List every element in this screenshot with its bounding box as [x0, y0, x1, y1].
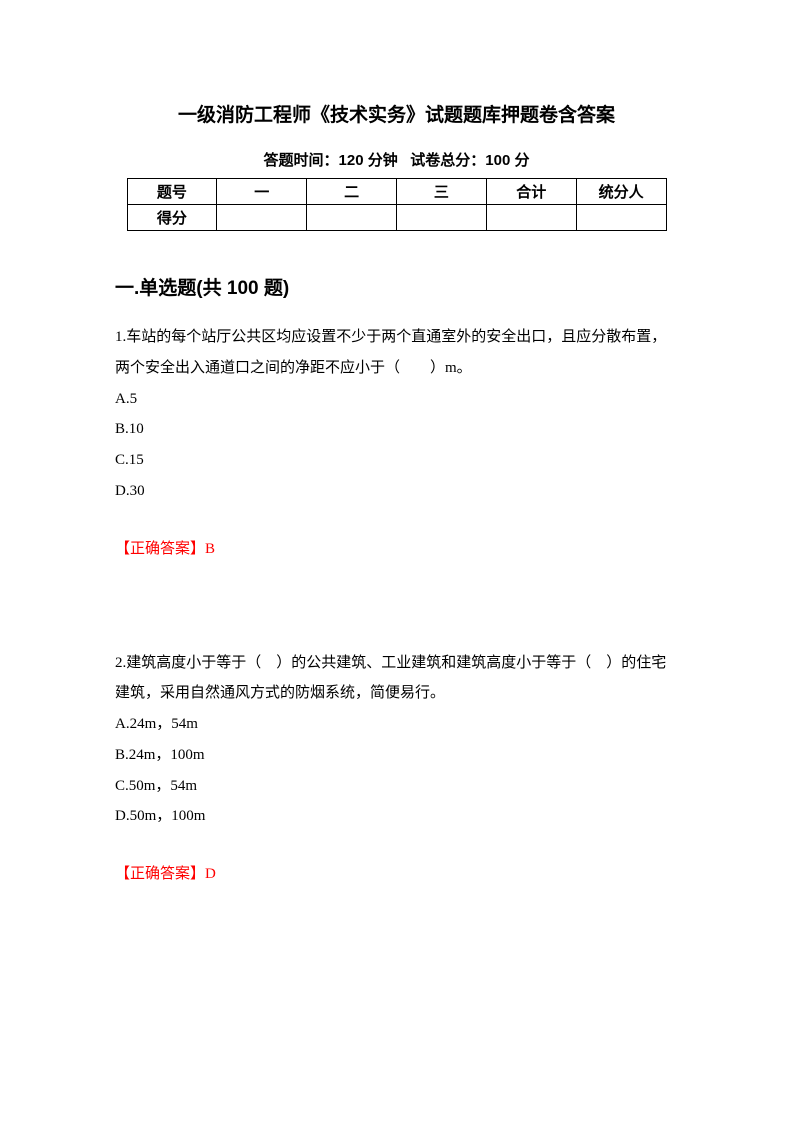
score-label: 试卷总分： [410, 152, 485, 169]
option-a: A.5 [115, 384, 678, 415]
table-score-col1 [217, 205, 307, 231]
section-title: 一.单选题(共 100 题) [115, 273, 678, 300]
exam-subtitle: 答题时间：120 分钟 试卷总分：100 分 [115, 149, 678, 170]
table-row: 题号 一 二 三 合计 统分人 [127, 179, 666, 205]
table-score-label: 得分 [127, 205, 217, 231]
option-d: D.30 [115, 476, 678, 507]
table-header-col4: 合计 [486, 179, 576, 205]
correct-answer: 【正确答案】B [115, 537, 678, 558]
question-text: 2.建筑高度小于等于（ ）的公共建筑、工业建筑和建筑高度小于等于（ ）的住宅建筑… [115, 648, 678, 710]
table-score-col5 [576, 205, 666, 231]
table-header-col3: 三 [396, 179, 486, 205]
option-d: D.50m，100m [115, 801, 678, 832]
table-row: 得分 [127, 205, 666, 231]
table-header-col5: 统分人 [576, 179, 666, 205]
time-label: 答题时间： [264, 152, 339, 169]
option-c: C.50m，54m [115, 771, 678, 802]
question-block-2: 2.建筑高度小于等于（ ）的公共建筑、工业建筑和建筑高度小于等于（ ）的住宅建筑… [115, 648, 678, 884]
score-table: 题号 一 二 三 合计 统分人 得分 [127, 178, 667, 231]
exam-title: 一级消防工程师《技术实务》试题题库押题卷含答案 [115, 100, 678, 127]
time-value: 120 分钟 [339, 152, 398, 169]
correct-answer: 【正确答案】D [115, 862, 678, 883]
table-score-col2 [307, 205, 397, 231]
table-header-col2: 二 [307, 179, 397, 205]
question-text: 1.车站的每个站厅公共区均应设置不少于两个直通室外的安全出口，且应分散布置，两个… [115, 322, 678, 384]
table-score-col3 [396, 205, 486, 231]
table-header-col1: 一 [217, 179, 307, 205]
score-value: 100 分 [485, 152, 529, 169]
table-header-label: 题号 [127, 179, 217, 205]
question-block-1: 1.车站的每个站厅公共区均应设置不少于两个直通室外的安全出口，且应分散布置，两个… [115, 322, 678, 558]
option-c: C.15 [115, 445, 678, 476]
table-score-col4 [486, 205, 576, 231]
option-b: B.10 [115, 414, 678, 445]
option-a: A.24m，54m [115, 709, 678, 740]
option-b: B.24m，100m [115, 740, 678, 771]
